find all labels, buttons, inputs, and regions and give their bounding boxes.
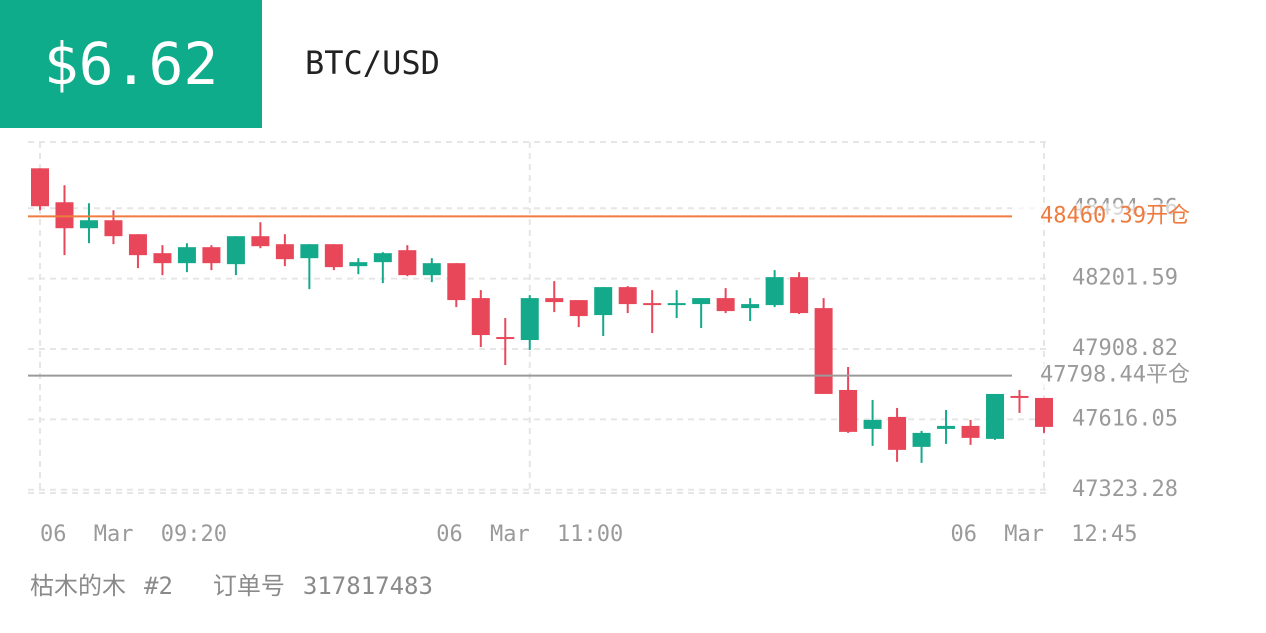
x-tick-label: 06 Mar 12:45: [951, 522, 1138, 547]
candle-body: [520, 298, 539, 341]
candle-body: [937, 425, 956, 429]
candle-body: [569, 300, 588, 317]
candle-body: [324, 244, 343, 268]
candle-body: [398, 250, 417, 276]
candle-body: [177, 247, 196, 264]
candle-body: [545, 298, 564, 303]
pair: BTC/USD: [305, 44, 440, 82]
price-line-label: 48460.39开仓: [1040, 203, 1190, 228]
candle-body: [839, 389, 858, 432]
price-line-value: 48460.39: [1040, 203, 1146, 228]
y-tick-label: 48201.59: [1072, 266, 1178, 291]
candle-body: [128, 234, 147, 256]
x-tick-label: 06 Mar 09:20: [40, 522, 227, 547]
candle-body: [692, 298, 711, 305]
candle-body: [1035, 397, 1053, 427]
price-line-label-bg: [1012, 203, 1192, 230]
candle-body: [1010, 395, 1029, 398]
candle-body: [275, 244, 294, 260]
candle-body: [716, 298, 735, 312]
candle-body: [153, 253, 172, 264]
candle-body: [741, 304, 760, 309]
candle-body: [104, 220, 123, 237]
order-label: 订单号: [212, 572, 285, 600]
price-line-text: 开仓: [1146, 203, 1190, 228]
candle-body: [618, 287, 637, 305]
user: 枯木的木: [30, 572, 126, 600]
candle-body: [55, 202, 74, 229]
candle-body: [226, 236, 245, 265]
candle-body: [471, 298, 490, 336]
candle-body: [300, 244, 319, 259]
candle-body: [349, 262, 368, 267]
price-line-text: 平仓: [1146, 363, 1190, 388]
candle-body: [496, 337, 515, 340]
y-tick-label: 47908.82: [1072, 336, 1178, 361]
x-tick-label: 06 Mar 11:00: [436, 522, 623, 547]
candle-body: [447, 263, 466, 301]
order-no: 317817483: [302, 572, 433, 600]
price-line-label-bg: [1012, 362, 1192, 389]
candle-body: [814, 308, 833, 394]
candle-body: [961, 425, 980, 438]
candle-body: [912, 432, 931, 447]
y-tick-label: 47323.28: [1072, 477, 1178, 502]
candle-body: [888, 416, 907, 450]
candle-body: [643, 303, 662, 306]
candle-body: [251, 236, 270, 247]
candle-body: [373, 253, 392, 263]
candle-body: [422, 263, 441, 276]
candle-body: [31, 168, 49, 207]
candle-body: [986, 393, 1005, 439]
candle-body: [202, 247, 221, 264]
candle-body: [594, 287, 613, 316]
price: $6.62: [0, 0, 262, 128]
candle-body: [765, 277, 784, 306]
price-line-value: 47798.44: [1040, 363, 1146, 388]
y-tick-label: 47616.05: [1072, 406, 1178, 431]
candle-body: [667, 303, 686, 306]
footer: 枯木的木 #2 订单号 317817483: [30, 566, 451, 601]
tag: #2: [144, 572, 173, 600]
candle-body: [863, 419, 882, 429]
candle-body: [79, 220, 98, 229]
price-line-label: 47798.44平仓: [1040, 363, 1190, 388]
candle-body: [790, 277, 809, 314]
